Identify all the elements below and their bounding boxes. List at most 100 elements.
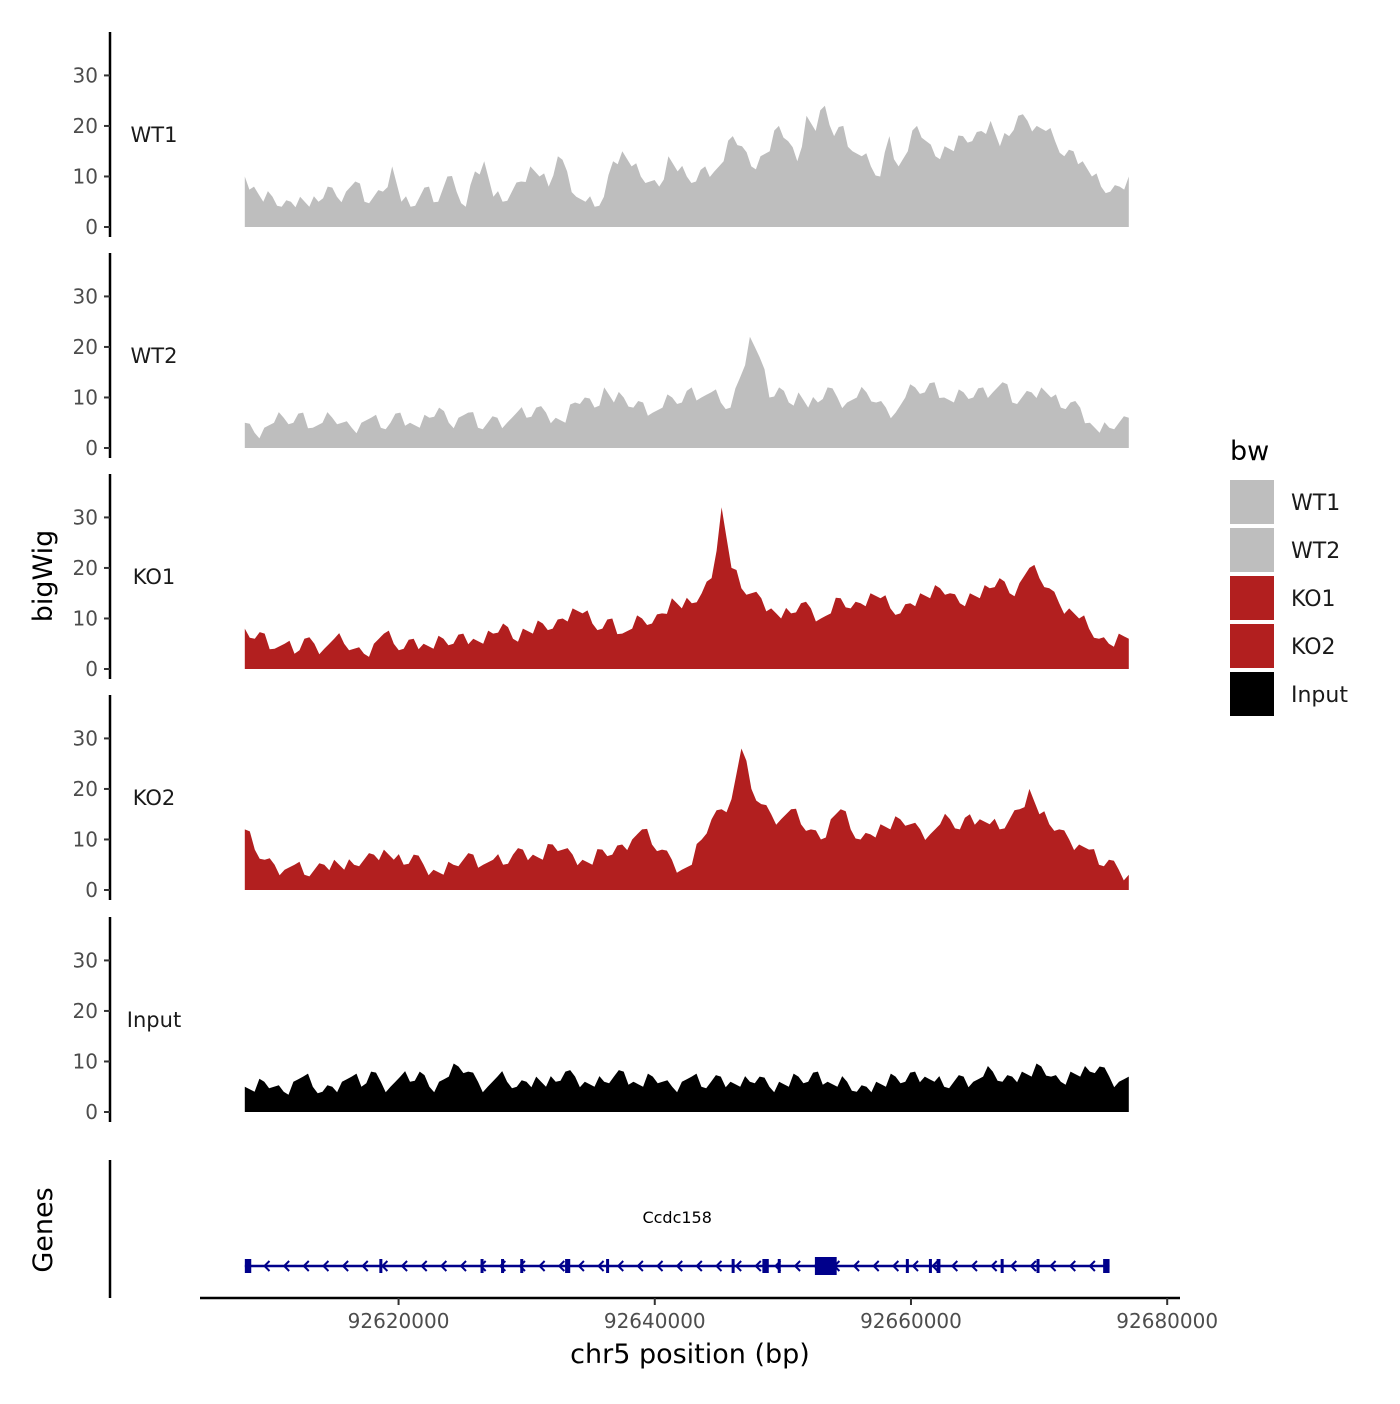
- strand-arrow: [636, 1260, 644, 1272]
- exon: [565, 1259, 571, 1273]
- y-tick-label: 0: [85, 878, 98, 902]
- track-label: KO1: [133, 565, 176, 589]
- exon: [606, 1259, 610, 1273]
- legend-title: bw: [1230, 436, 1269, 467]
- strand-arrow: [341, 1260, 349, 1272]
- strand-arrow: [557, 1260, 565, 1272]
- y-tick-label: 10: [73, 1049, 98, 1073]
- track-label: Input: [127, 1008, 181, 1032]
- y-tick-label: 30: [73, 948, 98, 972]
- strand-arrow: [970, 1260, 978, 1272]
- strand-arrow: [793, 1260, 801, 1272]
- strand-arrow: [400, 1260, 408, 1272]
- strand-arrow: [616, 1260, 624, 1272]
- legend-swatch-wt2: [1230, 528, 1274, 572]
- strand-arrow: [439, 1260, 448, 1272]
- y-tick-label: 20: [73, 777, 98, 801]
- legend-swatch-wt1: [1230, 480, 1274, 524]
- strand-arrow: [538, 1260, 546, 1272]
- exon: [928, 1259, 932, 1273]
- legend-label-ko2: KO2: [1291, 635, 1336, 660]
- exon: [814, 1257, 837, 1275]
- x-tick-label: 92680000: [1116, 1309, 1218, 1333]
- strand-arrow: [852, 1260, 860, 1272]
- strand-arrow: [1068, 1260, 1076, 1272]
- legend-swatch-input: [1230, 672, 1274, 716]
- strand-arrow: [695, 1260, 703, 1272]
- exon: [762, 1259, 769, 1273]
- exon: [905, 1259, 909, 1273]
- x-axis-title: chr5 position (bp): [570, 1339, 810, 1370]
- legend-label-wt1: WT1: [1291, 491, 1340, 516]
- strand-arrow: [1029, 1260, 1037, 1272]
- exon: [520, 1259, 524, 1273]
- y-tick-label: 30: [73, 63, 98, 87]
- track-ko1: 0 10 20 30 KO1: [73, 474, 1129, 681]
- y-tick-label: 0: [85, 1100, 98, 1124]
- strand-arrow: [518, 1260, 526, 1272]
- exon: [1103, 1259, 1110, 1273]
- y-axis-title: bigWig: [28, 530, 59, 623]
- legend-label-wt2: WT2: [1291, 539, 1340, 564]
- track-wt2: 0 10 20 30 WT2: [73, 253, 1129, 460]
- y-tick-label: 20: [73, 556, 98, 580]
- genes-panel: Ccdc158: [108, 1160, 1110, 1298]
- coverage-area-wt1: [244, 105, 1129, 227]
- legend-label-ko1: KO1: [1291, 587, 1336, 612]
- exon: [379, 1259, 383, 1273]
- y-tick-label: 10: [73, 606, 98, 630]
- strand-arrow: [420, 1260, 428, 1272]
- track-input: 0 10 20 30 Input: [73, 917, 1129, 1124]
- strand-arrow: [734, 1260, 742, 1272]
- strand-arrow: [577, 1260, 585, 1272]
- coverage-area-ko1: [244, 507, 1129, 669]
- x-axis: 92620000 92640000 92660000 92680000: [200, 1296, 1218, 1333]
- y-tick-label: 10: [73, 164, 98, 188]
- y-tick-label: 20: [73, 999, 98, 1023]
- legend-swatch-ko2: [1230, 624, 1274, 668]
- strand-arrow: [322, 1260, 330, 1272]
- strand-arrow: [656, 1260, 664, 1272]
- strand-arrow: [380, 1260, 389, 1272]
- exon: [501, 1259, 505, 1273]
- y-tick-label: 0: [85, 657, 98, 681]
- strand-arrow: [931, 1260, 939, 1272]
- coverage-area-ko2: [244, 748, 1129, 890]
- strand-arrow: [1088, 1260, 1096, 1272]
- legend: bw WT1 WT2 KO1 KO2 Input: [1230, 436, 1348, 716]
- strand-arrow: [263, 1260, 271, 1272]
- y-tick-label: 0: [85, 215, 98, 239]
- y-tick-label: 10: [73, 827, 98, 851]
- gene-ccdc158: Ccdc158: [244, 1208, 1110, 1275]
- strand-arrow: [1049, 1260, 1057, 1272]
- y-tick-label: 20: [73, 114, 98, 138]
- track-label: WT1: [131, 123, 178, 147]
- strand-arrow: [891, 1260, 900, 1272]
- track-label: KO2: [133, 786, 176, 810]
- y-tick-label: 0: [85, 436, 98, 460]
- strand-arrow: [361, 1260, 369, 1272]
- strand-arrow: [302, 1260, 310, 1272]
- coverage-area-input: [244, 1063, 1129, 1112]
- y-tick-label: 30: [73, 284, 98, 308]
- y-tick-label: 30: [73, 726, 98, 750]
- genes-axis-title: Genes: [28, 1187, 59, 1272]
- strand-arrow: [715, 1260, 723, 1272]
- strand-arrow: [872, 1260, 880, 1272]
- x-tick-label: 92620000: [348, 1309, 450, 1333]
- legend-swatch-ko1: [1230, 576, 1274, 620]
- strand-arrow: [990, 1260, 998, 1272]
- x-tick-label: 92660000: [860, 1309, 962, 1333]
- exon: [244, 1259, 252, 1273]
- track-ko2: 0 10 20 30 KO2: [73, 695, 1129, 902]
- strand-arrow: [597, 1260, 605, 1272]
- exon: [731, 1259, 735, 1273]
- exon: [1036, 1259, 1040, 1273]
- y-tick-label: 30: [73, 505, 98, 529]
- strand-arrow: [1009, 1260, 1017, 1272]
- exon: [777, 1259, 781, 1273]
- strand-arrow: [754, 1260, 762, 1272]
- strand-arrow: [950, 1260, 959, 1272]
